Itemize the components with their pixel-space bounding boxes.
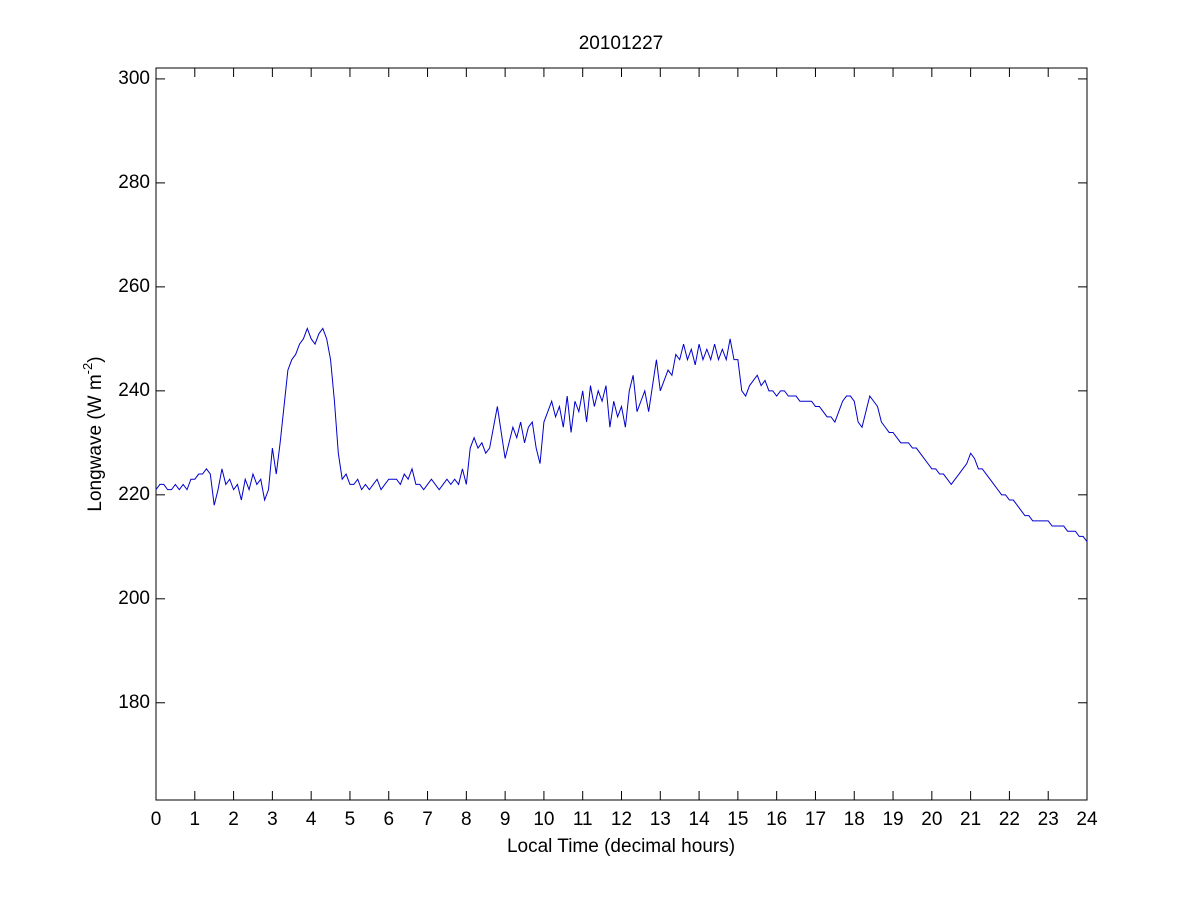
- x-tick-label: 22: [999, 809, 1020, 830]
- x-tick-label: 9: [500, 809, 511, 830]
- x-tick-label: 12: [611, 809, 632, 830]
- x-axis-label: Local Time (decimal hours): [507, 836, 735, 857]
- x-tick-label: 13: [650, 809, 671, 830]
- x-tick-label: 7: [422, 809, 433, 830]
- y-tick-label: 260: [118, 276, 150, 297]
- x-tick-label: 11: [573, 809, 593, 830]
- x-tick-label: 5: [345, 809, 356, 830]
- x-tick-label: 10: [533, 809, 554, 830]
- y-tick-label: 200: [118, 588, 150, 609]
- plot-frame: [155, 67, 1088, 801]
- y-tick-label: 280: [118, 172, 150, 193]
- x-tick-label: 16: [766, 809, 787, 830]
- x-tick-label: 2: [228, 809, 239, 830]
- x-tick-label: 8: [461, 809, 472, 830]
- x-tick-label: 0: [151, 809, 162, 830]
- x-tick-label: 21: [960, 809, 981, 830]
- x-tick-label: 14: [689, 809, 711, 830]
- x-tick-label: 23: [1038, 809, 1059, 830]
- y-axis-label: Longwave (W m-2): [80, 356, 106, 511]
- y-axis-label-suffix: ): [85, 356, 106, 362]
- x-tick-label: 3: [267, 809, 278, 830]
- x-tick-label: 24: [1076, 809, 1098, 830]
- x-tick-label: 18: [844, 809, 865, 830]
- x-tick-label: 4: [306, 809, 317, 830]
- y-tick-label: 240: [118, 380, 150, 401]
- x-tick-label: 19: [882, 809, 903, 830]
- x-tick-label: 1: [190, 809, 201, 830]
- y-tick-label: 180: [118, 692, 150, 713]
- x-tick-label: 15: [727, 809, 748, 830]
- x-tick-label: 20: [921, 809, 942, 830]
- data-line: [155, 327, 1088, 542]
- y-tick-label: 220: [118, 484, 150, 505]
- chart-title: 20101227: [579, 33, 664, 54]
- y-tick-label: 300: [118, 68, 150, 89]
- x-tick-label: 6: [383, 809, 394, 830]
- y-axis-label-superscript: -2: [80, 363, 95, 375]
- y-axis-label-text: Longwave (W m: [85, 374, 106, 511]
- x-tick-label: 17: [805, 809, 826, 830]
